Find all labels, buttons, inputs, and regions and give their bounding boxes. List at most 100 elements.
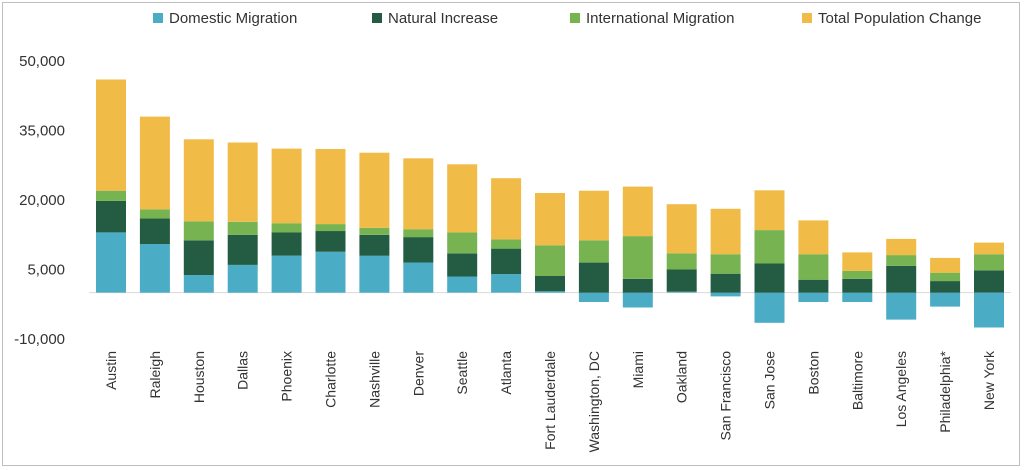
y-tick-label: -10,000 xyxy=(14,331,65,348)
bar-domestic-migration-boston xyxy=(798,292,829,302)
bar-total-population-change-dallas xyxy=(227,142,258,222)
bar-natural-increase-new-york xyxy=(974,270,1004,293)
bar-natural-increase-baltimore xyxy=(842,278,873,293)
bar-natural-increase-los-angeles xyxy=(886,265,917,293)
bar-international-migration-seattle xyxy=(447,232,478,254)
legend-label-domestic-migration: Domestic Migration xyxy=(169,10,297,27)
legend-label-international-migration: International Migration xyxy=(586,10,734,27)
bar-total-population-change-austin xyxy=(96,79,126,191)
bar-international-migration-boston xyxy=(798,254,829,280)
bar-total-population-change-phoenix xyxy=(271,148,302,224)
bar-natural-increase-boston xyxy=(798,279,829,293)
bar-international-migration-new-york xyxy=(974,254,1004,271)
x-tick-label-nashville: Nashville xyxy=(366,351,382,408)
bar-domestic-migration-austin xyxy=(96,232,126,293)
legend-label-total-population-change: Total Population Change xyxy=(818,10,981,27)
y-tick-label: 50,000 xyxy=(19,53,65,70)
bar-natural-increase-atlanta xyxy=(491,248,522,275)
bar-domestic-migration-charlotte xyxy=(315,251,346,293)
bar-natural-increase-philadelphia xyxy=(930,281,961,293)
legend: Domestic Migration Natural Increase Intern… xyxy=(153,10,981,27)
bar-natural-increase-austin xyxy=(96,200,126,233)
legend-swatch-total-population-change xyxy=(802,13,812,23)
bar-domestic-migration-miami xyxy=(622,292,653,308)
bar-domestic-migration-san-jose xyxy=(754,292,785,323)
bar-international-migration-san-jose xyxy=(754,230,785,264)
bar-natural-increase-oakland xyxy=(666,269,697,292)
legend-swatch-international-migration xyxy=(570,13,580,23)
x-tick-label-san-francisco: San Francisco xyxy=(718,351,734,441)
bar-total-population-change-baltimore xyxy=(842,252,873,271)
bar-total-population-change-boston xyxy=(798,220,829,255)
legend-swatch-natural-increase xyxy=(372,13,382,23)
bar-natural-increase-phoenix xyxy=(271,232,302,256)
bar-domestic-migration-seattle xyxy=(447,276,478,293)
bar-international-migration-san-francisco xyxy=(710,254,741,274)
bar-natural-increase-seattle xyxy=(447,253,478,277)
x-tick-label-raleigh: Raleigh xyxy=(147,351,163,398)
bar-total-population-change-oakland xyxy=(666,204,697,254)
x-tick-label-charlotte: Charlotte xyxy=(323,351,339,408)
legend-swatch-domestic-migration xyxy=(153,13,163,23)
bar-domestic-migration-dallas xyxy=(227,264,258,293)
bar-international-migration-dallas xyxy=(227,221,258,235)
bar-natural-increase-san-jose xyxy=(754,263,785,293)
bar-natural-increase-charlotte xyxy=(315,231,346,252)
x-tick-label-dallas: Dallas xyxy=(235,351,251,390)
bar-natural-increase-fort-lauderdale xyxy=(535,276,565,292)
x-tick-label-fort-lauderdale: Fort Lauderdale xyxy=(542,351,558,450)
bar-domestic-migration-atlanta xyxy=(491,274,522,293)
bar-domestic-migration-denver xyxy=(403,262,434,293)
legend-label-natural-increase: Natural Increase xyxy=(388,10,498,27)
bar-domestic-migration-nashville xyxy=(359,255,390,293)
bar-international-migration-denver xyxy=(403,229,434,238)
x-tick-label-phoenix: Phoenix xyxy=(279,351,295,402)
bar-total-population-change-atlanta xyxy=(491,178,522,240)
y-tick-label: 5,000 xyxy=(27,262,65,279)
bar-natural-increase-houston xyxy=(183,240,214,276)
bar-natural-increase-denver xyxy=(403,237,434,263)
x-tick-label-philadelphia: Philadelphia* xyxy=(937,350,953,432)
bar-total-population-change-charlotte xyxy=(315,149,346,225)
x-tick-label-miami: Miami xyxy=(630,351,646,388)
bar-international-migration-oakland xyxy=(666,253,697,270)
bar-total-population-change-washington-dc xyxy=(578,190,609,241)
bar-domestic-migration-philadelphia xyxy=(930,292,961,307)
bar-international-migration-atlanta xyxy=(491,239,522,249)
bar-natural-increase-raleigh xyxy=(139,218,170,244)
bar-total-population-change-san-jose xyxy=(754,190,785,231)
y-tick-label: 20,000 xyxy=(19,192,65,209)
bar-total-population-change-philadelphia xyxy=(930,257,961,273)
y-tick-label: 35,000 xyxy=(19,123,65,140)
x-tick-label-denver: Denver xyxy=(410,351,426,396)
bar-total-population-change-denver xyxy=(403,158,434,230)
bar-domestic-migration-san-francisco xyxy=(710,292,741,297)
bar-domestic-migration-houston xyxy=(183,275,214,293)
x-tick-label-baltimore: Baltimore xyxy=(849,351,865,410)
bar-international-migration-nashville xyxy=(359,227,390,235)
bar-domestic-migration-phoenix xyxy=(271,255,302,293)
bar-natural-increase-dallas xyxy=(227,234,258,265)
bar-domestic-migration-los-angeles xyxy=(886,292,917,320)
bar-total-population-change-houston xyxy=(183,139,214,222)
bar-international-migration-raleigh xyxy=(139,209,170,219)
x-tick-label-new-york: New York xyxy=(981,350,997,410)
bar-total-population-change-fort-lauderdale xyxy=(535,193,565,246)
x-tick-label-oakland: Oakland xyxy=(674,351,690,403)
x-tick-label-boston: Boston xyxy=(805,351,821,395)
stacked-bar-chart: Domestic Migration Natural Increase Intern… xyxy=(14,10,1011,452)
bar-domestic-migration-new-york xyxy=(974,292,1004,328)
bar-international-migration-austin xyxy=(96,190,126,201)
x-tick-label-houston: Houston xyxy=(191,351,207,403)
x-axis: Austin Raleigh Houston Dallas Phoenix Charlot… xyxy=(103,350,997,452)
x-tick-label-san-jose: San Jose xyxy=(762,351,778,410)
bar-total-population-change-seattle xyxy=(447,164,478,233)
bar-natural-increase-washington-dc xyxy=(578,262,609,293)
x-tick-label-los-angeles: Los Angeles xyxy=(893,351,909,427)
bar-domestic-migration-raleigh xyxy=(139,244,170,293)
x-tick-label-seattle: Seattle xyxy=(454,351,470,395)
bar-total-population-change-miami xyxy=(622,186,653,237)
bar-international-migration-los-angeles xyxy=(886,255,917,266)
bar-international-migration-washington-dc xyxy=(578,240,609,263)
